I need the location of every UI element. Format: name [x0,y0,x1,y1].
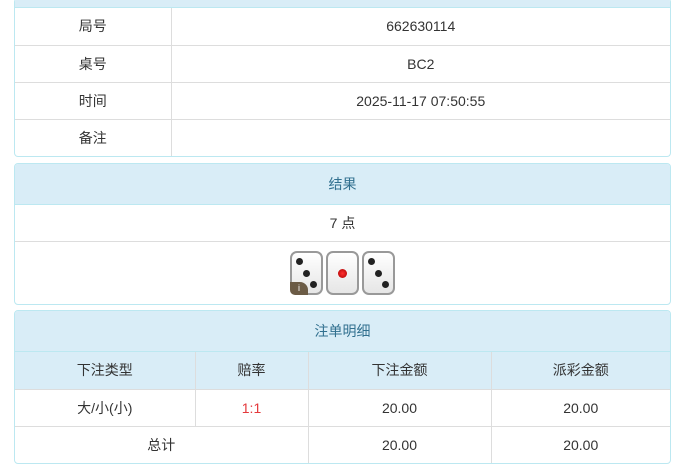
table-row: 桌号 BC2 [15,44,670,83]
remark-value [170,118,670,156]
table-row: 备注 [15,118,670,156]
result-points: 7 点 [15,205,670,242]
time-value: 2025-11-17 07:50:55 [170,81,670,120]
total-payout-amount: 20.00 [490,425,670,463]
row-label: 时间 [15,81,172,120]
pip [295,258,303,266]
dice-row: i [15,242,670,304]
pip [382,280,390,288]
die-1 [326,251,359,295]
panel-header [15,0,670,8]
bet-type: 大/小(小) [15,388,196,427]
total-bet-amount: 20.00 [307,425,492,463]
row-label: 局号 [15,8,172,46]
odds: 1:1 [194,388,309,427]
row-label: 备注 [15,118,172,156]
bet-amount: 20.00 [307,388,492,427]
round-info-panel: 局号 662630114 桌号 BC2 时间 2025-11-17 07:50:55 … [14,0,671,157]
table-number: BC2 [170,44,670,83]
die-3: i [290,251,323,295]
info-icon[interactable]: i [290,282,308,295]
table-row: 局号 662630114 [15,8,670,46]
pip [338,268,347,278]
bet-details-table: 下注类型 赔率 下注金额 派彩金额 大/小(小) 1:1 20.00 20.00… [15,352,670,463]
row-label: 桌号 [15,44,172,83]
pip [375,269,382,277]
table-row: 时间 2025-11-17 07:50:55 [15,81,670,120]
bet-details-panel: 注单明细 下注类型 赔率 下注金额 派彩金额 大/小(小) 1:1 20.00 … [14,310,671,464]
pip [367,258,375,266]
round-number: 662630114 [170,8,670,46]
payout-amount: 20.00 [490,388,670,427]
column-header: 下注金额 [307,352,492,390]
bet-details-title: 注单明细 [15,311,670,352]
total-row: 总计 20.00 20.00 [15,425,670,463]
pip [310,280,318,288]
total-label: 总计 [15,425,309,463]
round-info-table: 局号 662630114 桌号 BC2 时间 2025-11-17 07:50:55 … [15,8,670,156]
table-row: 大/小(小) 1:1 20.00 20.00 [15,388,670,427]
result-title: 结果 [15,164,670,205]
pip [303,269,310,277]
column-header: 赔率 [194,352,309,390]
die-3 [362,251,395,295]
column-header: 派彩金额 [490,352,670,390]
column-header: 下注类型 [15,352,196,390]
result-panel: 结果 7 点 i [14,163,671,305]
table-header-row: 下注类型 赔率 下注金额 派彩金额 [15,352,670,390]
